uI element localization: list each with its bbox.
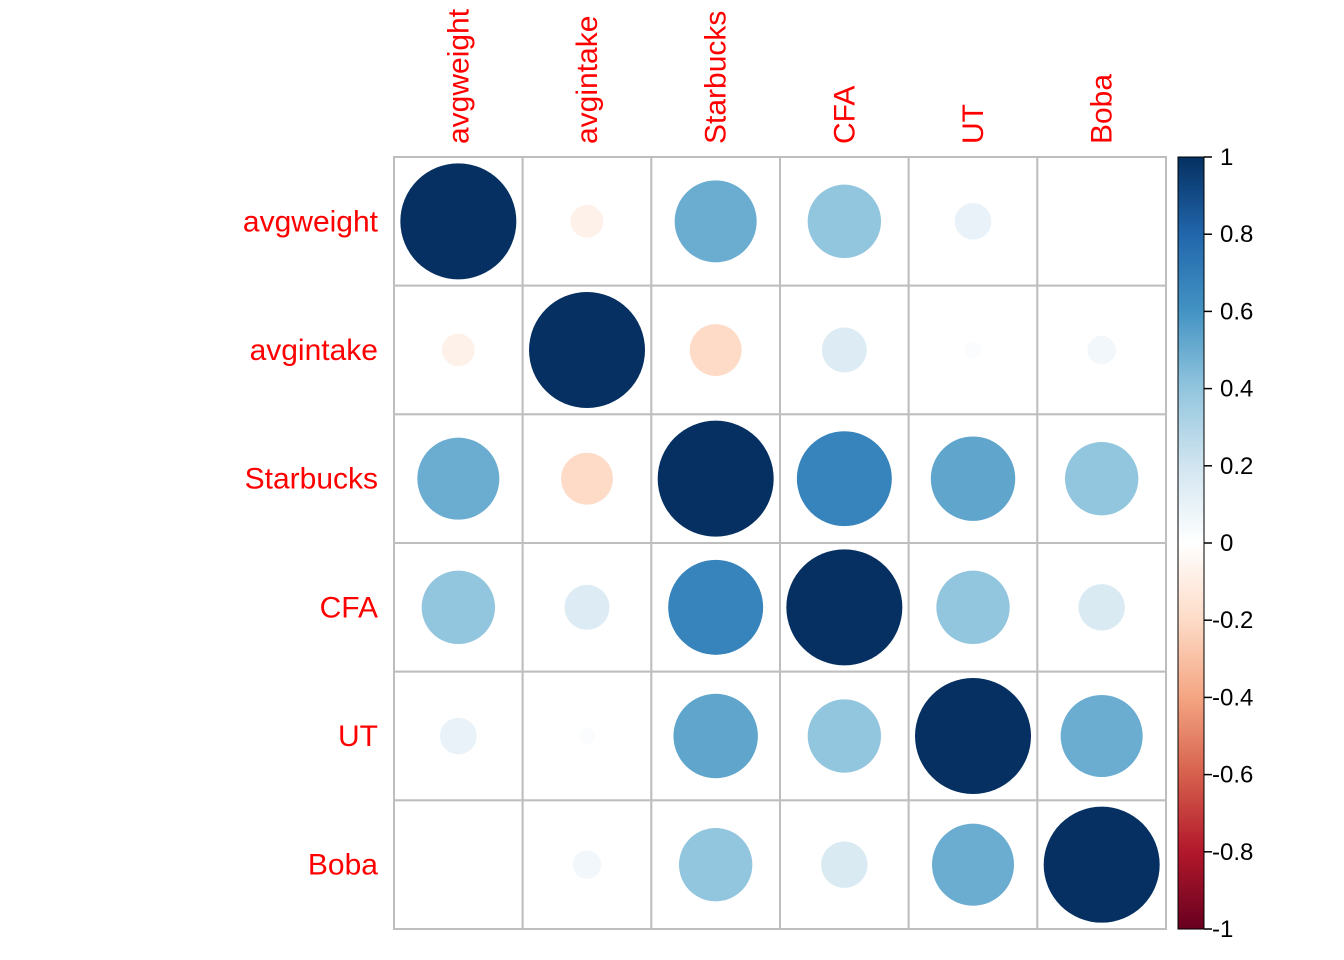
colorbar-ticks: 1 0.8 0.6 0.4 0.2 0 -0.2 -0.4 -0.6 -0.8 -1 (1204, 144, 1253, 943)
correlation-circle (668, 559, 764, 655)
correlation-circle (570, 204, 604, 238)
correlation-circle (674, 180, 757, 263)
column-label: CFA (828, 86, 861, 144)
correlation-circle (417, 437, 500, 520)
correlation-circle (1078, 584, 1125, 631)
colorbar-tick-label: 0 (1220, 530, 1233, 557)
colorbar-tick-label: -0.2 (1212, 607, 1253, 634)
correlation-circle (915, 678, 1032, 795)
row-label: Boba (308, 849, 378, 882)
correlation-circles (400, 163, 1160, 923)
colorbar-tick-label: 1 (1220, 144, 1233, 171)
row-labels: avgweight avgintake Starbucks CFA UT Boba (243, 205, 379, 881)
correlation-circle (807, 184, 882, 259)
colorbar-tick-label: 0.6 (1220, 298, 1253, 325)
correlation-circle (954, 202, 992, 240)
column-labels: avgweight avgintake Starbucks CFA UT Boba (442, 8, 1118, 144)
correlation-circle (529, 292, 646, 409)
correlation-circle (400, 163, 517, 280)
colorbar-tick-label: -0.6 (1212, 762, 1253, 789)
colorbar-gradient (1177, 156, 1205, 930)
correlation-circle (1060, 695, 1143, 778)
colorbar-tick-label: -0.4 (1212, 684, 1253, 711)
correlation-circle (421, 570, 496, 645)
colorbar-tick-label: -0.8 (1212, 839, 1253, 866)
correlation-circle (561, 452, 613, 505)
colorbar-tick-label: 0.2 (1220, 453, 1253, 480)
colorbar-tick-label: -1 (1212, 916, 1233, 943)
correlation-circle (930, 436, 1016, 521)
column-label: UT (957, 104, 990, 144)
correlation-circle (439, 717, 477, 755)
row-label: Starbucks (245, 463, 378, 496)
row-label: avgweight (243, 205, 379, 238)
column-label: avgintake (571, 16, 604, 144)
correlation-circle (796, 431, 892, 527)
correlation-circle (936, 570, 1010, 645)
row-label: avgintake (250, 334, 378, 367)
matrix-cell (907, 542, 1039, 673)
column-label: Starbucks (700, 11, 733, 144)
row-label: CFA (320, 591, 378, 624)
correlation-circle (821, 327, 867, 373)
correlation-circle (786, 549, 903, 666)
correlation-circle (564, 584, 610, 630)
correlation-circle (964, 341, 982, 359)
correlation-circle (1087, 335, 1116, 365)
correlation-circle (821, 841, 868, 888)
column-label: avgweight (442, 8, 475, 144)
correlation-circle (673, 693, 758, 779)
correlation-circle (689, 324, 742, 376)
matrix-cells (393, 156, 1168, 931)
correlation-circle (441, 333, 475, 367)
matrix-cell (393, 799, 524, 931)
correlation-circle (678, 828, 753, 902)
colorbar-tick-label: 0.8 (1220, 221, 1253, 248)
row-label: UT (338, 720, 378, 753)
correlation-circle (1043, 806, 1160, 923)
colorbar-tick-label: 0.4 (1220, 376, 1253, 403)
correlation-circle (657, 420, 774, 537)
matrix-cell (650, 284, 782, 416)
column-label: Boba (1086, 74, 1119, 144)
correlation-circle (578, 727, 596, 745)
color-legend: 1 0.8 0.6 0.4 0.2 0 -0.2 -0.4 -0.6 -0.8 -1 (1177, 144, 1253, 943)
matrix-cell (1036, 156, 1168, 287)
correlation-circle (1065, 441, 1139, 516)
correlation-circle (807, 699, 882, 773)
correlation-circle (572, 850, 602, 879)
correlation-circle (932, 823, 1015, 906)
